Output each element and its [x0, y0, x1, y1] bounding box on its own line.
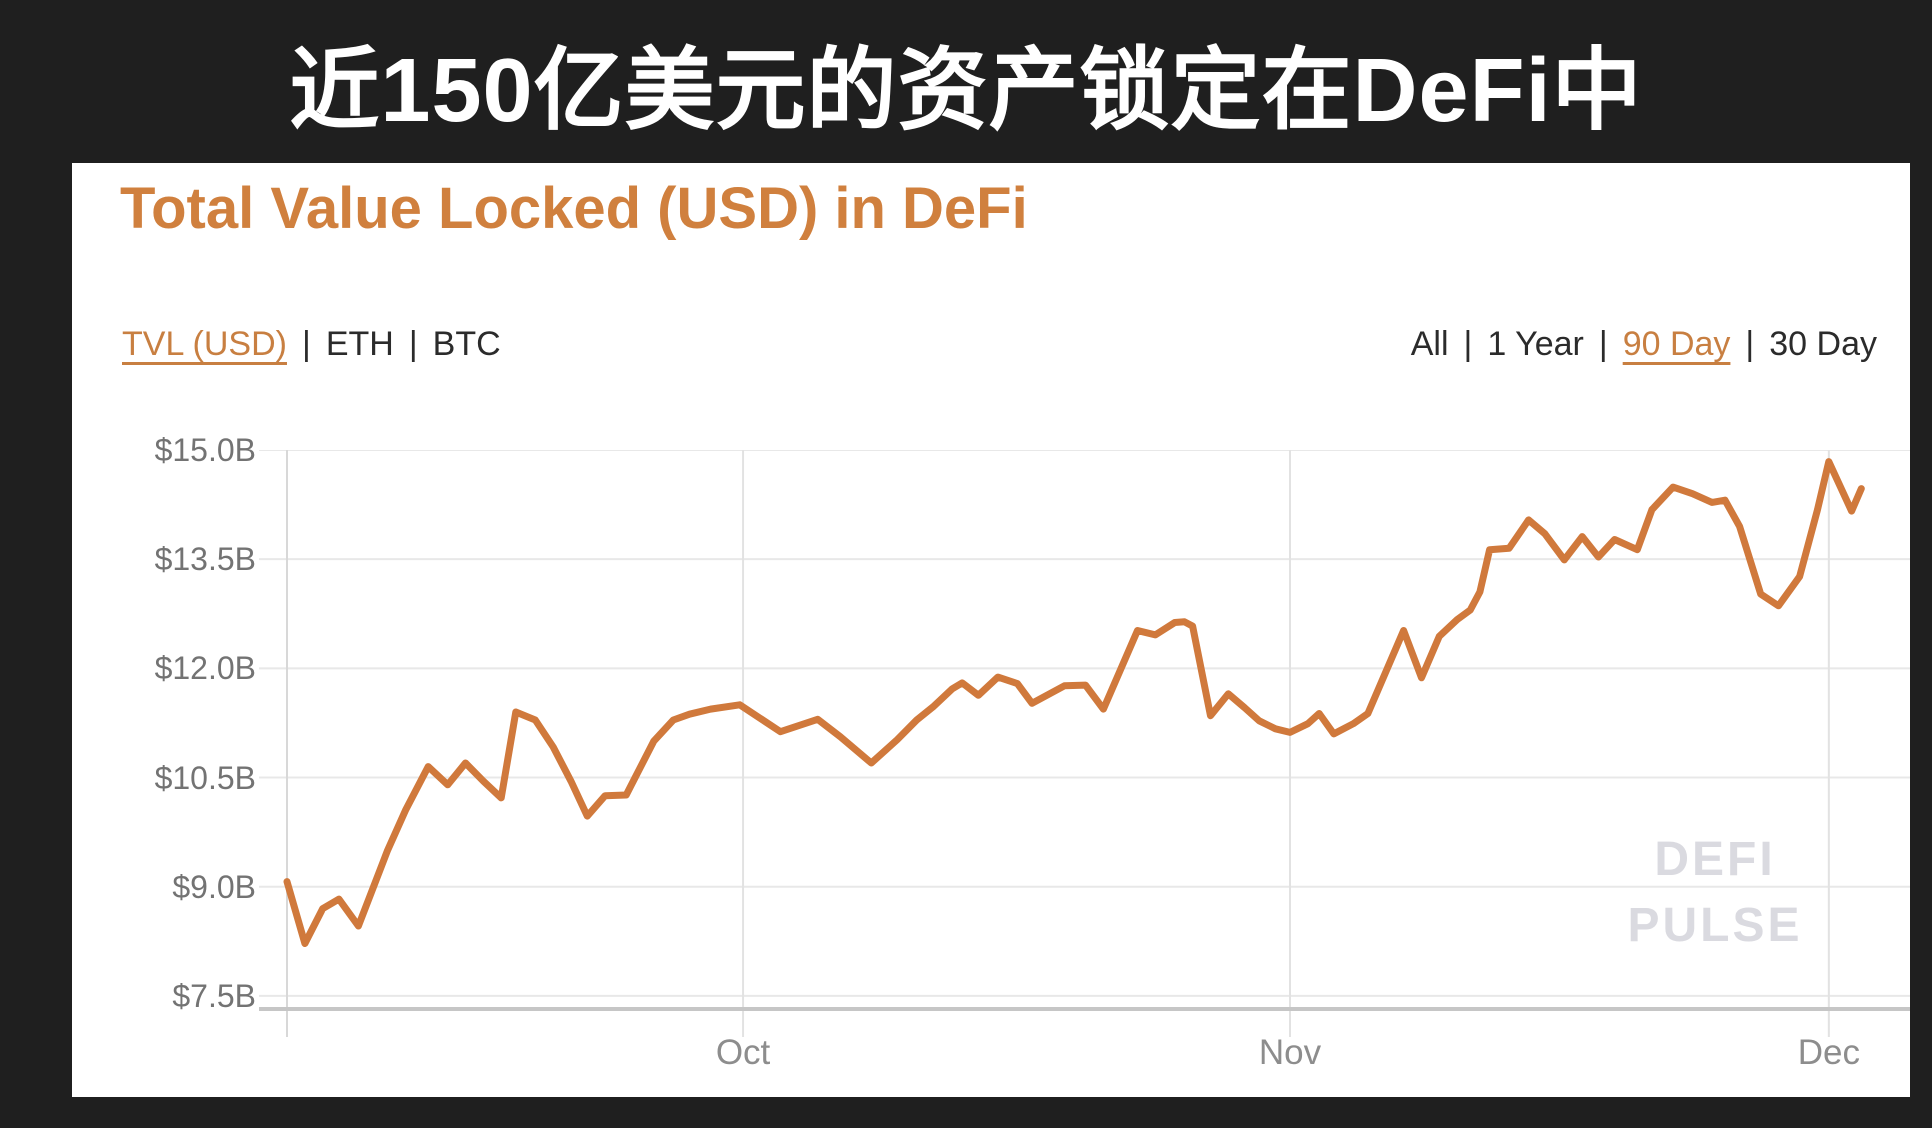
- chart-plot: [259, 450, 1910, 1037]
- y-axis-label: $7.5B: [172, 977, 256, 1014]
- watermark-line: DEFI: [1654, 833, 1776, 886]
- tvl-line: [283, 458, 1865, 947]
- tab-range-90-day[interactable]: 90 Day: [1622, 325, 1731, 363]
- metric-tab-group: TVL (USD) | ETH | BTC: [122, 325, 501, 364]
- tab-range-1-year[interactable]: 1 Year: [1487, 325, 1584, 363]
- range-tab-group: All | 1 Year | 90 Day | 30 Day: [1411, 325, 1877, 364]
- x-axis-label: Oct: [715, 1033, 771, 1072]
- y-axis-label: $10.5B: [154, 759, 256, 796]
- tab-separator: |: [301, 325, 311, 363]
- x-axis-label: Dec: [1797, 1033, 1860, 1072]
- page-title: 近150亿美元的资产锁定在DeFi中: [289, 40, 1643, 141]
- tab-separator: |: [1463, 325, 1473, 363]
- defipulse-watermark: DEFI PULSE: [1565, 827, 1865, 959]
- tab-metric-btc[interactable]: BTC: [432, 325, 501, 363]
- tab-metric-tvl-usd-[interactable]: TVL (USD): [122, 325, 287, 363]
- tabs-row: TVL (USD) | ETH | BTC All | 1 Year | 90 Day | 30 D…: [122, 325, 1877, 364]
- tab-metric-eth[interactable]: ETH: [325, 325, 394, 363]
- chart-card: Total Value Locked (USD) in DeFi TVL (US…: [72, 163, 1910, 1097]
- watermark-line: PULSE: [1627, 899, 1803, 952]
- tab-range-all[interactable]: All: [1410, 325, 1449, 363]
- y-axis-label: $13.5B: [154, 541, 256, 578]
- y-axis-label: $12.0B: [154, 650, 256, 687]
- y-axis-label: $15.0B: [154, 432, 256, 468]
- tab-separator: |: [408, 325, 418, 363]
- tab-separator: |: [1598, 325, 1608, 363]
- y-axis-label: $9.0B: [172, 868, 256, 905]
- tab-separator: |: [1745, 325, 1755, 363]
- chart-title: Total Value Locked (USD) in DeFi: [120, 176, 1028, 241]
- tab-range-30-day[interactable]: 30 Day: [1769, 325, 1877, 363]
- x-axis-label: Nov: [1258, 1033, 1322, 1072]
